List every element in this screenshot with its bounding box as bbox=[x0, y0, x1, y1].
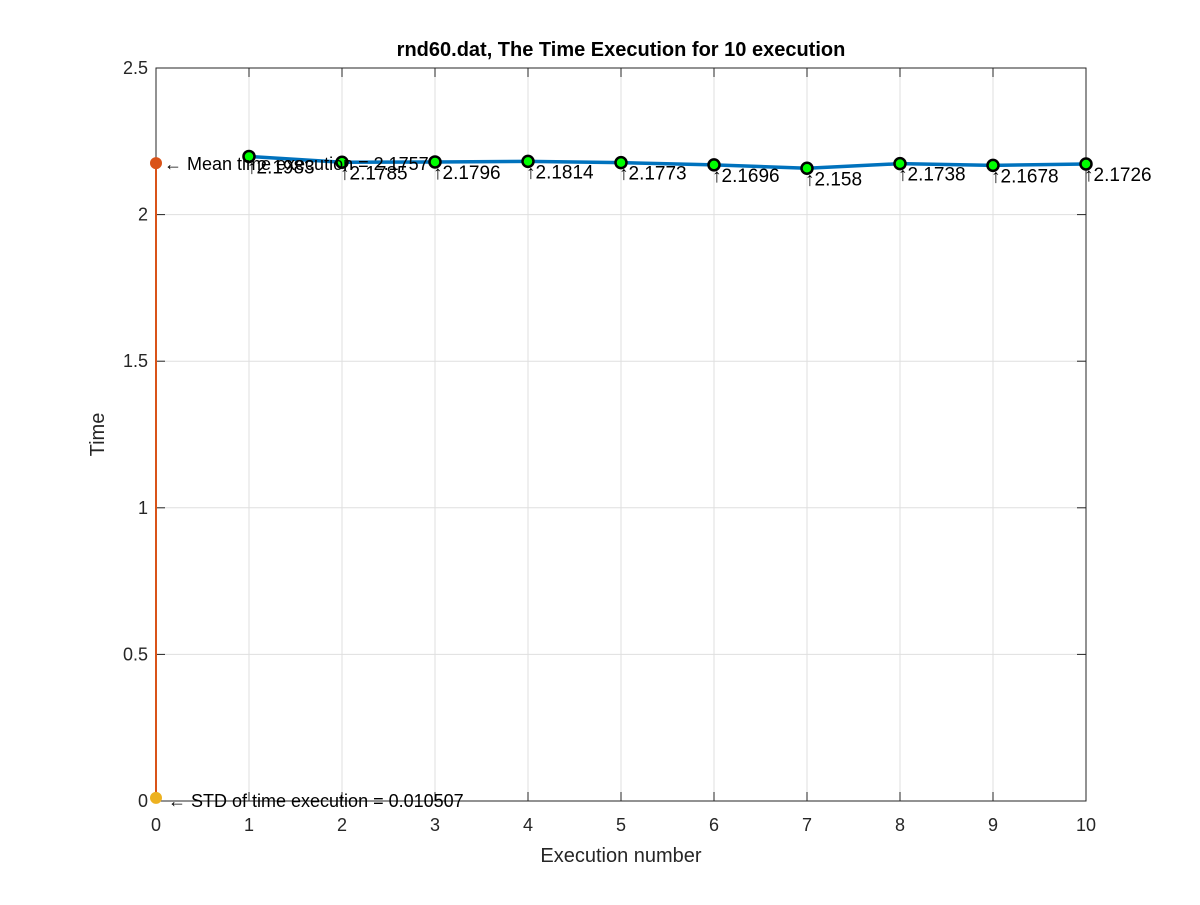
x-tick-label: 10 bbox=[1076, 815, 1096, 835]
data-labels: ↑2.1983 ↑2.1785 ↑2.1796 ↑2.1814 ↑2.1773 ↑2.16… bbox=[247, 157, 1152, 190]
axis-ticks: 0 1 2 3 4 5 6 7 8 9 10 0 0.5 1 1.5 2 2.5 bbox=[123, 58, 1096, 835]
mean-annotation: ← Mean time execution = 2.1757 bbox=[164, 154, 429, 174]
data-label: ↑2.1983 bbox=[247, 157, 315, 178]
x-tick-label: 9 bbox=[988, 815, 998, 835]
data-point bbox=[614, 155, 628, 170]
data-label: ↑2.1796 bbox=[433, 163, 501, 184]
data-label: ↑2.1773 bbox=[619, 164, 687, 185]
x-tick-label: 2 bbox=[337, 815, 347, 835]
data-label: ↑2.1785 bbox=[340, 163, 408, 184]
series-line bbox=[248, 154, 1087, 171]
mean-point bbox=[150, 157, 162, 170]
data-point bbox=[335, 155, 349, 170]
data-label: ↑2.1814 bbox=[526, 162, 594, 183]
data-label: ↑2.1738 bbox=[898, 165, 966, 186]
series-layer bbox=[242, 149, 1093, 176]
x-axis-label: Execution number bbox=[540, 845, 702, 867]
data-point bbox=[242, 149, 256, 164]
data-label: ↑2.1726 bbox=[1084, 165, 1152, 186]
x-tick-label: 0 bbox=[151, 815, 161, 835]
x-tick-label: 8 bbox=[895, 815, 905, 835]
data-point bbox=[428, 155, 442, 169]
data-label: ↑2.1678 bbox=[991, 166, 1059, 187]
x-tick-label: 3 bbox=[430, 815, 440, 835]
x-tick-label: 1 bbox=[244, 815, 254, 835]
y-tick-label: 2.5 bbox=[123, 58, 148, 78]
x-tick-label: 4 bbox=[523, 815, 533, 835]
data-label: ↑2.158 bbox=[805, 169, 862, 190]
y-tick-label: 2 bbox=[138, 205, 148, 225]
y-tick-label: 0 bbox=[138, 791, 148, 811]
chart-title: rnd60.dat, The Time Execution for 10 exe… bbox=[397, 39, 846, 61]
data-point bbox=[800, 161, 814, 176]
data-point bbox=[1079, 157, 1093, 171]
y-tick-label: 1.5 bbox=[123, 351, 148, 371]
y-axis-label: Time bbox=[87, 413, 109, 457]
x-tick-label: 6 bbox=[709, 815, 719, 835]
y-tick-label: 0.5 bbox=[123, 644, 148, 664]
data-point bbox=[893, 156, 907, 171]
data-label: ↑2.1696 bbox=[712, 166, 780, 187]
std-point bbox=[150, 791, 162, 804]
reference-lines bbox=[150, 157, 162, 804]
y-tick-label: 1 bbox=[138, 498, 148, 518]
x-tick-label: 7 bbox=[802, 815, 812, 835]
data-point bbox=[986, 158, 1000, 173]
data-point bbox=[521, 154, 535, 169]
x-tick-label: 5 bbox=[616, 815, 626, 835]
std-annotation: ← STD of time execution = 0.010507 bbox=[168, 791, 464, 811]
data-point bbox=[707, 158, 721, 172]
